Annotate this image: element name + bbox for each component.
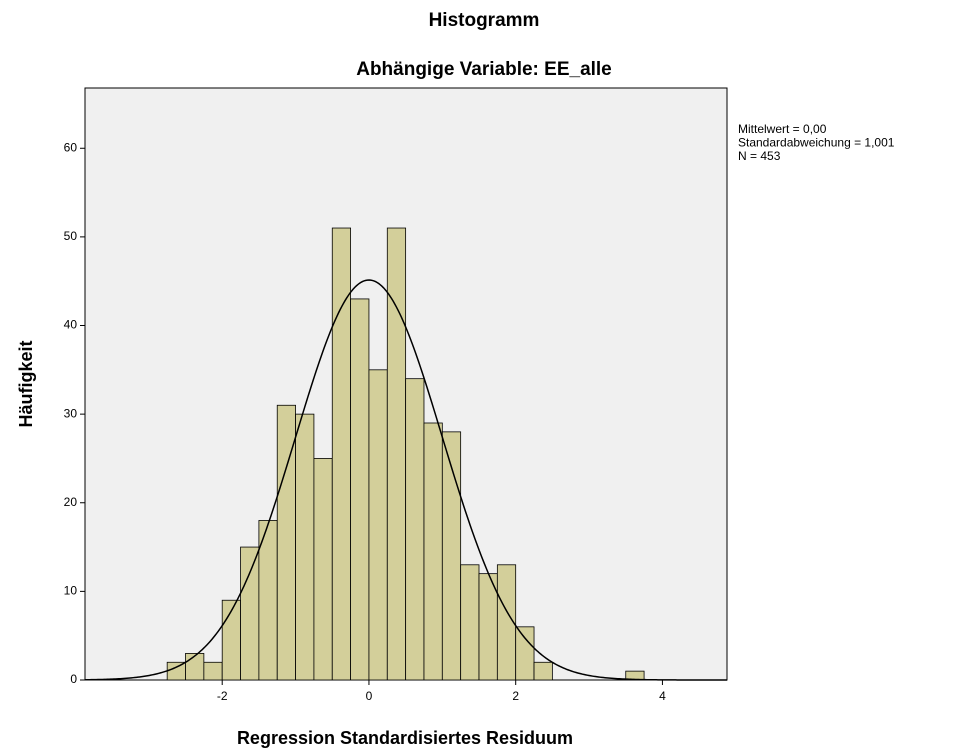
y-tick-label: 30 [64,406,78,420]
x-axis-label: Regression Standardisiertes Residuum [237,728,573,748]
bar [533,661,553,681]
bar [441,431,462,681]
chart-subtitle: Abhängige Variable: EE_alle [356,59,612,80]
stat-label: Mittelwert = 0,00 [738,122,827,136]
y-axis-label: Häufigkeit [16,340,36,427]
x-tick-label: 4 [659,689,666,703]
bar [313,458,333,681]
stat-label: Standardabweichung = 1,001 [738,136,895,150]
bar [240,546,260,681]
bar [405,378,425,681]
y-tick-label: 50 [64,229,78,243]
bar [203,661,223,681]
y-tick-label: 0 [70,672,77,686]
bar [350,298,370,681]
y-tick-label: 10 [64,584,78,598]
bar [185,653,205,681]
bar [478,573,498,681]
x-tick-label: 0 [366,689,373,703]
bar [460,564,480,681]
x-tick-label: 2 [512,689,519,703]
bar [515,626,535,681]
normal-curve [84,279,727,681]
bar [423,422,443,681]
y-tick-label: 40 [64,318,78,332]
y-tick-label: 20 [64,495,78,509]
bar [496,564,517,681]
bar [166,661,186,681]
bar [295,413,315,681]
x-tick-label: -2 [217,689,228,703]
y-tick-label: 60 [64,140,78,154]
chart-title: Histogramm [429,10,540,31]
stat-label: N = 453 [738,149,781,163]
bar [368,369,388,681]
